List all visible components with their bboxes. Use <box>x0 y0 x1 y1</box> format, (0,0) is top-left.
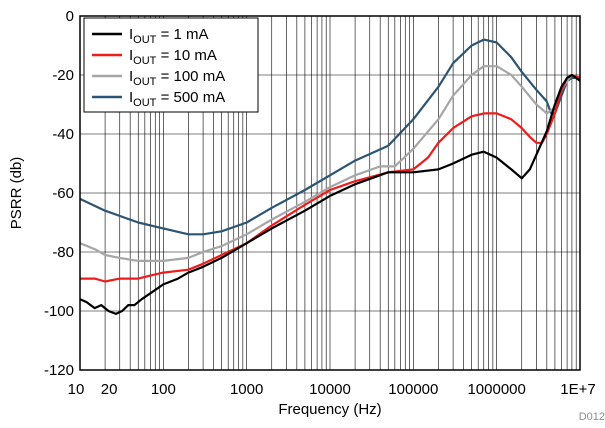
x-tick-label: 1E+7 <box>560 381 595 398</box>
legend-label: IOUT = 10 mA <box>129 47 217 67</box>
series-line-1 <box>79 73 581 315</box>
x-tick-label: 10000 <box>309 381 351 398</box>
x-tick-label: 100000 <box>388 381 438 398</box>
legend-label: IOUT = 1 mA <box>129 26 209 46</box>
y-tick-label: -100 <box>44 303 74 320</box>
plot-frame <box>79 15 581 371</box>
legend-label: IOUT = 100 mA <box>129 68 225 88</box>
series-layer <box>79 38 581 315</box>
y-tick-label: -120 <box>44 362 74 379</box>
series-line-3 <box>79 65 581 262</box>
x-tick-label: 1000000 <box>467 381 525 398</box>
x-tick-label: 20 <box>101 381 118 398</box>
y-tick-label: -60 <box>52 185 74 202</box>
x-tick-labels: 10 20 100 1000 10000 100000 1000000 1E+7 <box>68 381 596 398</box>
x-axis-label: Frequency (Hz) <box>278 401 381 418</box>
y-tick-label: -40 <box>52 126 74 143</box>
x-tick-label: 10 <box>68 381 85 398</box>
x-tick-label: 100 <box>151 381 176 398</box>
y-tick-label: -20 <box>52 67 74 84</box>
legend-label: IOUT = 500 mA <box>129 89 225 109</box>
y-tick-labels: 0 -20 -40 -60 -80 -100 -120 <box>44 8 74 379</box>
figure-id-footnote: D012 <box>579 411 605 423</box>
y-tick-label: -80 <box>52 244 74 261</box>
x-tick-label: 1000 <box>230 381 263 398</box>
y-tick-label: 0 <box>66 8 74 25</box>
y-axis-label: PSRR (db) <box>8 157 25 230</box>
